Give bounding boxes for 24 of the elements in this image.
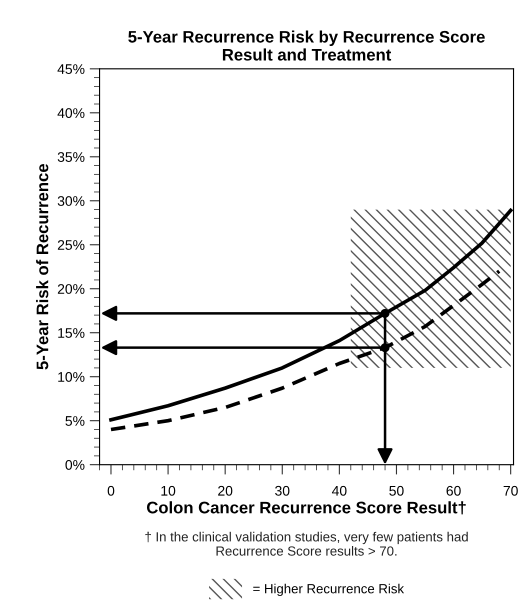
- y-tick-label: 25%: [58, 240, 84, 250]
- x-tick-label: 40: [332, 486, 347, 496]
- chart-title: 5-Year Recurrence Risk by Recurrence Score Result and Treatment: [128, 30, 485, 61]
- y-tick-label: 35%: [58, 152, 84, 162]
- y-tick-label: 5%: [65, 416, 84, 426]
- x-axis-title: Colon Cancer Recurrence Score Result†: [146, 501, 466, 514]
- y-tick-label: 0%: [65, 460, 84, 470]
- x-tick-label: 10: [161, 486, 176, 496]
- x-tick-label: 70: [504, 486, 518, 496]
- x-tick-label: 50: [389, 486, 404, 496]
- y-tick-label: 30%: [58, 196, 84, 206]
- y-tick-label: 40%: [58, 108, 84, 118]
- y-axis-title: 5-Year Risk of Recurrence: [36, 164, 48, 370]
- legend-label: = Higher Recurrence Risk: [253, 584, 404, 596]
- y-tick-label: 10%: [58, 372, 84, 382]
- x-tick-label: 30: [275, 486, 290, 496]
- line-series: [109, 269, 502, 432]
- x-tick-label: 20: [218, 486, 232, 496]
- y-tick-label: 45%: [58, 64, 84, 74]
- text: † In the clinical validation studies, very few patients had Recurrence Score results > 70.: [145, 532, 468, 556]
- x-tick-label: 0: [108, 486, 114, 496]
- x-tick-label: 60: [446, 486, 461, 496]
- y-tick-label: 15%: [58, 328, 84, 338]
- y-tick-label: 20%: [58, 284, 84, 294]
